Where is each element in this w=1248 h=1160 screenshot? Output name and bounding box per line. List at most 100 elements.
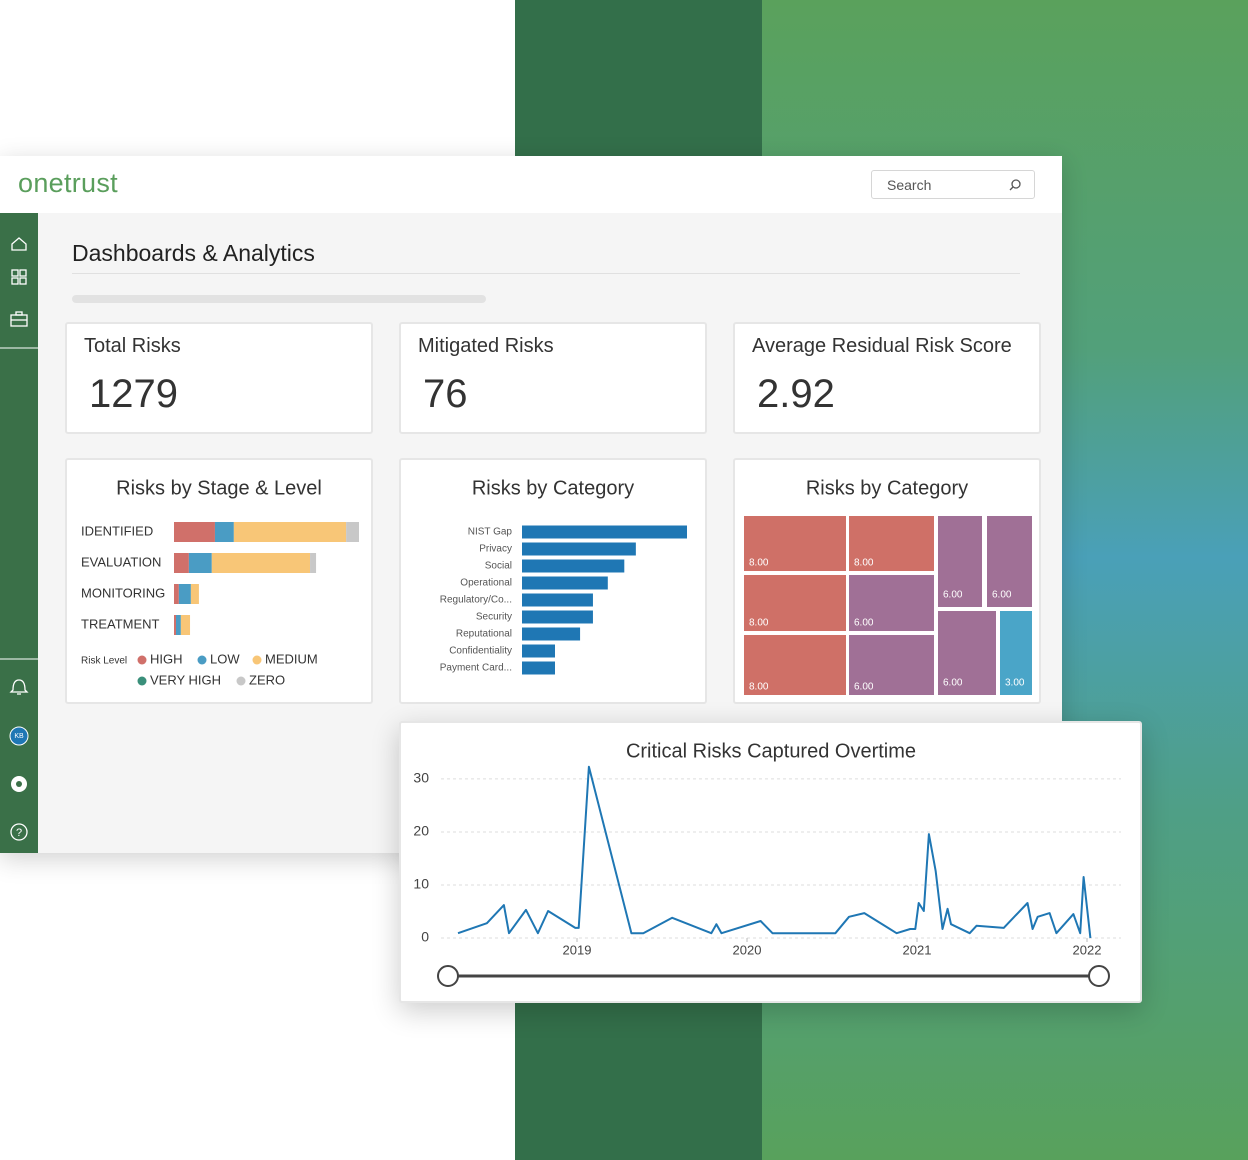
legend-label: MEDIUM: [265, 651, 318, 666]
dashboard-icon[interactable]: [11, 269, 27, 285]
y-tick-label: 0: [421, 929, 429, 945]
category-label: Privacy: [479, 544, 512, 555]
bell-icon[interactable]: [9, 679, 29, 695]
treemap-cell: [938, 516, 982, 607]
legend-marker: [236, 676, 246, 686]
kpi-card: Total Risks 1279: [65, 322, 373, 434]
bar: [522, 627, 581, 641]
sidebar-icons: KB ?: [0, 237, 38, 841]
y-tick-label: 10: [413, 876, 429, 892]
chart: Critical Risks Captured Overtime 0 10 20 30 2…: [413, 740, 1121, 987]
value-label: 6.00: [854, 682, 874, 693]
y-tick-label: 20: [413, 823, 429, 839]
kpi-card: Average Residual Risk Score 2.92: [733, 322, 1041, 434]
chart-card: Critical Risks Captured Overtime 0 10 20 30 2…: [399, 721, 1142, 1003]
chart-card: Risks by Category NIST Gap Privacy Social Op…: [399, 458, 707, 704]
legend-title: Risk Level: [81, 656, 127, 667]
value-label: 6.00: [854, 618, 874, 629]
svg-text:?: ?: [16, 827, 22, 839]
legend-label: VERY HIGH: [150, 672, 221, 687]
chart-title: Risks by Stage & Level: [116, 477, 322, 499]
bar: [522, 559, 625, 573]
treemap-cell: [938, 611, 996, 695]
home-icon[interactable]: [11, 237, 27, 251]
category-label: Security: [476, 612, 512, 623]
bar-segment: [178, 584, 191, 604]
range-slider-handle[interactable]: [1088, 965, 1110, 987]
bar-segment: [174, 584, 179, 604]
category-label: Social: [485, 561, 512, 572]
treemap-cell: [987, 516, 1032, 607]
x-tick-label: 2022: [1073, 942, 1102, 957]
legend-marker: [252, 655, 262, 665]
bar-segment: [174, 615, 177, 635]
chart-card: Risks by Category 8.00 8.00 8.00 8.00 6.00 6.0…: [733, 458, 1041, 704]
bar: [522, 542, 636, 556]
legend-label: LOW: [210, 651, 240, 666]
help-icon[interactable]: [10, 823, 28, 841]
value-label: 8.00: [749, 682, 769, 693]
page-title: Dashboards & Analytics: [72, 240, 315, 266]
kpi-label: Mitigated Risks: [418, 335, 554, 357]
bar-segment: [180, 615, 191, 635]
avatar[interactable]: [9, 726, 29, 746]
category-label: Confidentiality: [449, 646, 512, 657]
value-label: 8.00: [749, 558, 769, 569]
legend-marker: [137, 676, 147, 686]
chart-title: Risks by Category: [472, 477, 634, 499]
value-label: 8.00: [854, 558, 874, 569]
treemap-cell: [1000, 611, 1032, 695]
search-icon: [1009, 179, 1021, 191]
treemap-cell: [744, 516, 846, 571]
chart-title: Critical Risks Captured Overtime: [626, 740, 916, 762]
category-label: NIST Gap: [468, 527, 513, 538]
category-label: IDENTIFIED: [81, 523, 153, 538]
value-label: 6.00: [992, 590, 1012, 601]
category-label: Payment Card...: [440, 663, 512, 674]
search-placeholder: Search: [887, 177, 932, 193]
chart: Risks by Stage & Level IDENTIFIED EVALUATI…: [81, 477, 359, 687]
bar-segment: [233, 522, 347, 542]
bar-segment: [174, 553, 189, 573]
y-tick-label: 30: [413, 770, 429, 786]
treemap-cell: [849, 635, 934, 695]
placeholder-bar: [72, 295, 486, 303]
category-label: Operational: [460, 578, 512, 589]
bar-segment: [190, 584, 199, 604]
value-label: 6.00: [943, 678, 963, 689]
value-label: 8.00: [749, 618, 769, 629]
kpi-label: Average Residual Risk Score: [752, 335, 1012, 357]
bar-segment: [214, 522, 234, 542]
category-label: TREATMENT: [81, 616, 160, 631]
bar-segment: [188, 553, 212, 573]
sidebar: KB ?: [0, 213, 38, 853]
bar: [522, 661, 555, 675]
top-bar: onetrust Search: [0, 156, 1062, 213]
x-tick-label: 2019: [563, 942, 592, 957]
chart-card: Risks by Stage & Level IDENTIFIED EVALUATI…: [65, 458, 373, 704]
range-slider-handle[interactable]: [437, 965, 459, 987]
category-label: MONITORING: [81, 585, 165, 600]
bar: [522, 610, 593, 624]
bar: [522, 593, 593, 607]
kpi-value: 1279: [89, 372, 178, 416]
kpi-card: Mitigated Risks 76: [399, 322, 707, 434]
category-label: Reputational: [456, 629, 512, 640]
bar: [522, 576, 608, 590]
value-label: 6.00: [943, 590, 963, 601]
chart: Risks by Category NIST Gap Privacy Social Op…: [440, 477, 687, 675]
avatar-initials: KB: [14, 733, 24, 740]
chart: Risks by Category 8.00 8.00 8.00 8.00 6.00 6.0…: [744, 477, 1032, 695]
legend-marker: [137, 655, 147, 665]
search-box[interactable]: Search: [871, 170, 1035, 199]
bar-segment: [174, 522, 215, 542]
treemap-cell: [744, 635, 846, 695]
logo[interactable]: onetrust: [18, 168, 118, 198]
briefcase-icon[interactable]: [10, 311, 28, 327]
category-label: EVALUATION: [81, 554, 161, 569]
treemap-cell: [744, 575, 846, 631]
kpi-label: Total Risks: [84, 335, 181, 357]
legend-marker: [197, 655, 207, 665]
legend-label: HIGH: [150, 651, 183, 666]
